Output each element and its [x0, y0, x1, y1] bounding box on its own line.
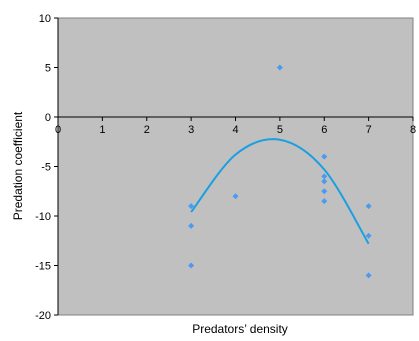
x-tick-label: 0 — [55, 124, 61, 136]
data-point — [232, 193, 239, 200]
plot-area — [57, 17, 414, 316]
y-tick-label: 5 — [45, 63, 51, 75]
data-point — [321, 178, 328, 185]
x-tick-label: 4 — [232, 124, 238, 136]
x-axis-title: Predators’ density — [192, 322, 288, 336]
data-point — [188, 222, 195, 229]
y-tick-label: -20 — [35, 310, 51, 322]
data-point — [188, 203, 195, 210]
trendline-group — [190, 138, 370, 245]
data-point — [276, 64, 283, 71]
x-tick-label: 6 — [321, 124, 327, 136]
data-point — [365, 203, 372, 210]
y-tick-label: -10 — [35, 211, 51, 223]
x-tick-label: 7 — [366, 124, 372, 136]
data-point — [321, 153, 328, 160]
data-point — [365, 232, 372, 239]
x-tick-label: 8 — [410, 124, 416, 136]
x-tick-label: 3 — [188, 124, 194, 136]
trendline — [190, 138, 370, 245]
x-tick-label: 5 — [277, 124, 283, 136]
x-tick-label: 2 — [144, 124, 150, 136]
data-point — [321, 198, 328, 205]
y-tick-label: -15 — [35, 261, 51, 273]
x-tick-label: 1 — [99, 124, 105, 136]
data-points-group — [188, 64, 372, 279]
data-point — [321, 173, 328, 180]
y-axis: 10 5 0 -5 -10 -15 -20 — [35, 13, 59, 322]
y-tick-label: 10 — [39, 13, 51, 25]
x-axis: 0 1 2 3 4 5 6 7 8 — [55, 116, 416, 136]
y-tick-label: -5 — [41, 162, 51, 174]
y-tick-label: 0 — [45, 112, 51, 124]
data-point — [321, 188, 328, 195]
y-axis-title: Predation coefficient — [11, 111, 25, 220]
data-point — [188, 262, 195, 269]
data-point — [365, 272, 372, 279]
